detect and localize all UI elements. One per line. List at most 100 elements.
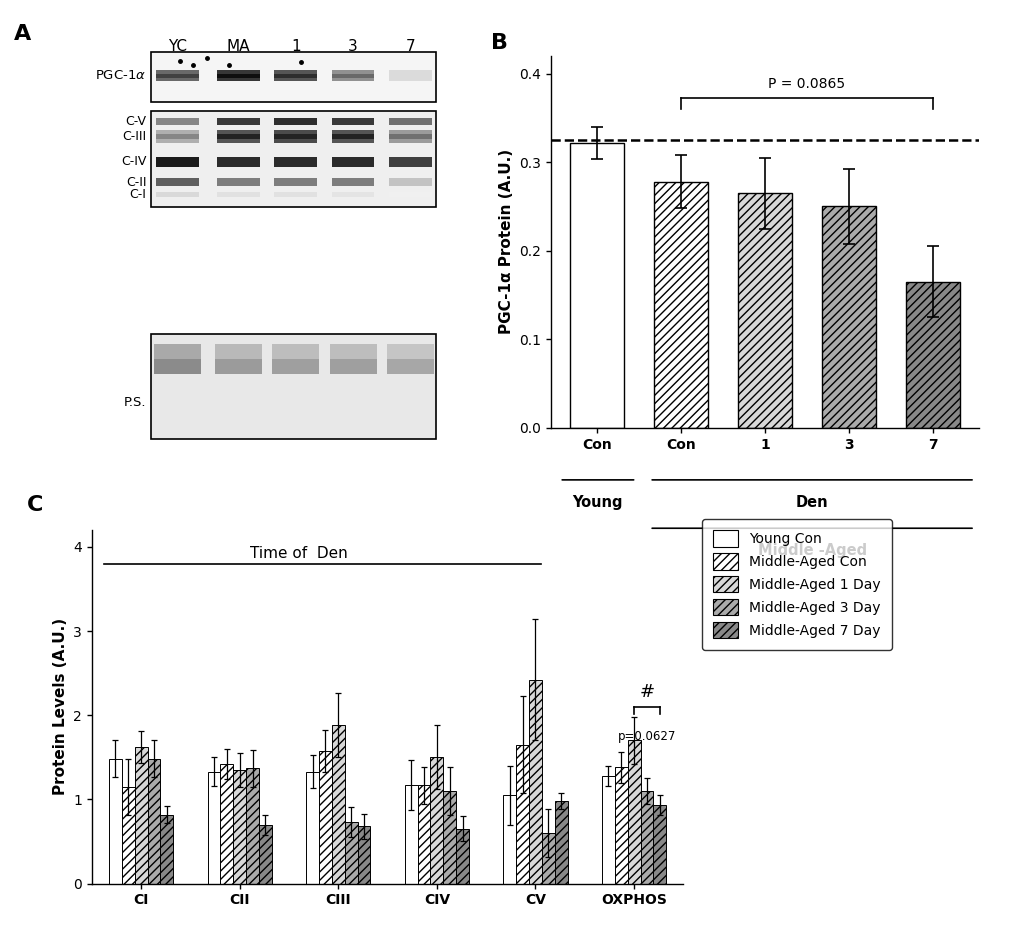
Bar xyxy=(160,815,173,883)
Bar xyxy=(614,767,627,884)
Bar xyxy=(331,74,374,78)
Bar xyxy=(389,192,431,197)
Bar xyxy=(344,822,358,884)
Bar xyxy=(306,772,319,884)
Text: C-V: C-V xyxy=(125,115,146,128)
Bar xyxy=(653,805,665,884)
Text: C-II: C-II xyxy=(125,176,146,189)
Bar xyxy=(821,206,875,428)
Bar xyxy=(601,776,614,884)
Bar xyxy=(640,790,653,884)
Bar xyxy=(274,130,317,142)
Text: C-IV: C-IV xyxy=(121,155,146,168)
Text: Middle -Aged: Middle -Aged xyxy=(757,543,866,558)
Bar xyxy=(246,768,259,884)
Bar xyxy=(156,130,199,142)
Bar xyxy=(430,757,443,884)
Bar xyxy=(156,118,199,126)
Bar xyxy=(233,770,246,884)
Bar xyxy=(156,74,199,78)
Bar xyxy=(217,70,259,81)
Bar xyxy=(272,344,319,359)
Text: A: A xyxy=(14,23,32,44)
Legend: Young Con, Middle-Aged Con, Middle-Aged 1 Day, Middle-Aged 3 Day, Middle-Aged 7 : Young Con, Middle-Aged Con, Middle-Aged … xyxy=(701,519,892,649)
Text: MA: MA xyxy=(226,39,250,54)
Bar xyxy=(274,118,317,126)
Text: P = 0.0865: P = 0.0865 xyxy=(767,77,845,91)
Text: #: # xyxy=(639,683,654,701)
Bar xyxy=(217,192,259,197)
Bar xyxy=(570,142,624,428)
Bar xyxy=(135,747,148,884)
Bar xyxy=(389,134,431,139)
Bar xyxy=(156,179,199,186)
Bar xyxy=(331,130,374,142)
Bar xyxy=(455,829,469,884)
Bar xyxy=(358,826,370,884)
Text: C-I: C-I xyxy=(129,188,146,201)
Bar xyxy=(272,344,319,374)
Bar xyxy=(529,680,541,884)
Bar xyxy=(121,787,135,884)
Bar xyxy=(217,179,259,186)
Text: C-III: C-III xyxy=(122,130,146,143)
Text: p=0.0627: p=0.0627 xyxy=(618,730,676,743)
Bar xyxy=(331,725,344,883)
Bar xyxy=(217,74,259,78)
Bar xyxy=(554,801,567,884)
Bar xyxy=(405,785,417,884)
Bar xyxy=(389,70,431,81)
Bar xyxy=(208,772,220,884)
Bar xyxy=(417,785,430,884)
Text: 3: 3 xyxy=(347,39,358,54)
Bar xyxy=(259,825,271,883)
Text: Young: Young xyxy=(572,495,623,510)
Bar xyxy=(503,795,516,884)
Text: P.S.: P.S. xyxy=(123,395,146,408)
Bar xyxy=(443,790,455,884)
Bar xyxy=(541,833,554,883)
Bar xyxy=(274,179,317,186)
Bar xyxy=(217,134,259,139)
Bar xyxy=(151,334,435,439)
Bar xyxy=(274,192,317,197)
Bar xyxy=(329,344,376,359)
Y-axis label: PGC-1α Protein (A.U.): PGC-1α Protein (A.U.) xyxy=(498,149,513,335)
Bar xyxy=(389,157,431,166)
Bar xyxy=(331,192,374,197)
Text: Den: Den xyxy=(795,495,827,510)
Y-axis label: Protein Levels (A.U.): Protein Levels (A.U.) xyxy=(53,618,67,795)
Bar xyxy=(151,52,435,102)
Bar xyxy=(156,134,199,139)
Bar xyxy=(217,118,259,126)
Bar xyxy=(516,745,529,884)
Bar xyxy=(148,759,160,884)
Bar xyxy=(319,751,331,883)
Bar xyxy=(215,344,262,359)
Bar xyxy=(217,157,259,166)
Bar xyxy=(737,193,792,428)
Bar xyxy=(331,118,374,126)
Bar xyxy=(154,344,201,374)
Bar xyxy=(274,157,317,166)
Bar xyxy=(274,134,317,139)
Text: PGC-1$\alpha$: PGC-1$\alpha$ xyxy=(95,69,146,82)
Text: YC: YC xyxy=(168,39,187,54)
Bar xyxy=(331,134,374,139)
Bar xyxy=(389,118,431,126)
Bar xyxy=(331,70,374,81)
Bar xyxy=(389,179,431,186)
Bar xyxy=(220,764,233,883)
Bar xyxy=(151,111,435,207)
Text: 1: 1 xyxy=(290,39,301,54)
Text: B: B xyxy=(490,33,507,54)
Text: C: C xyxy=(26,495,43,515)
Bar xyxy=(154,344,201,359)
Bar xyxy=(329,344,376,374)
Bar xyxy=(387,344,434,374)
Bar xyxy=(156,70,199,81)
Bar xyxy=(156,192,199,197)
Bar xyxy=(215,344,262,374)
Bar xyxy=(905,282,959,428)
Bar xyxy=(627,740,640,884)
